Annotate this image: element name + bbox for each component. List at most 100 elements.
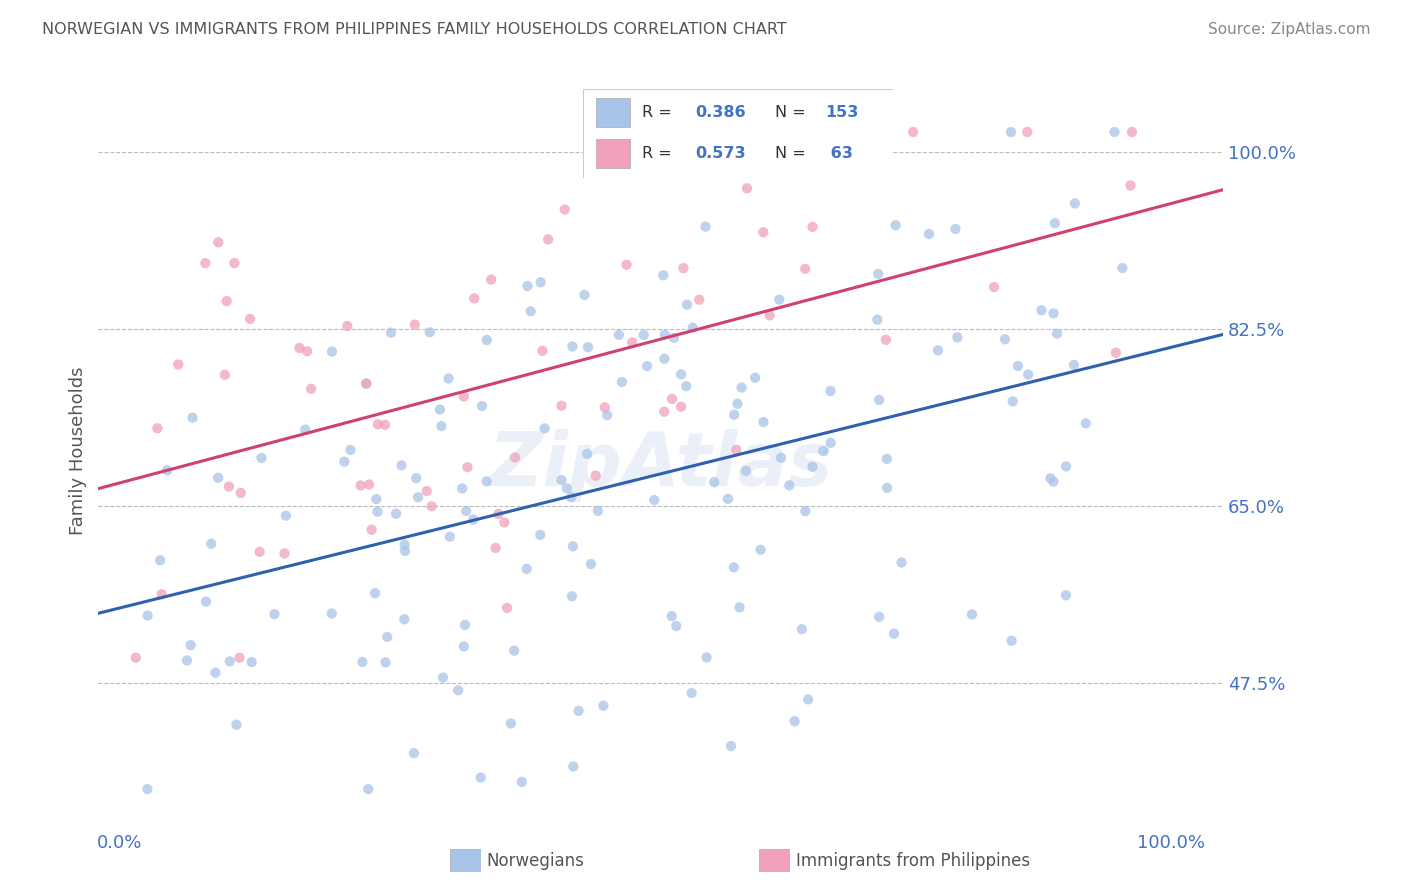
- Point: [484, 541, 506, 555]
- Point: [516, 562, 538, 576]
- Point: [703, 475, 725, 490]
- Point: [204, 665, 226, 680]
- Point: [156, 463, 179, 477]
- Text: 0.386: 0.386: [695, 105, 745, 120]
- Point: [555, 481, 578, 495]
- Point: [200, 537, 222, 551]
- Point: [503, 643, 526, 657]
- Point: [224, 256, 246, 270]
- Point: [321, 607, 343, 621]
- Text: R =: R =: [643, 146, 678, 161]
- Point: [375, 630, 398, 644]
- Text: 63: 63: [825, 146, 852, 161]
- Y-axis label: Family Households: Family Households: [69, 367, 87, 534]
- Point: [652, 268, 675, 283]
- FancyBboxPatch shape: [583, 89, 893, 178]
- Point: [354, 376, 377, 391]
- Point: [529, 528, 551, 542]
- Point: [734, 464, 756, 478]
- Point: [463, 292, 485, 306]
- Point: [696, 650, 718, 665]
- Point: [876, 451, 898, 466]
- Point: [820, 435, 842, 450]
- Point: [181, 410, 204, 425]
- Point: [207, 471, 229, 485]
- Point: [1111, 261, 1133, 276]
- Point: [429, 402, 451, 417]
- Point: [288, 341, 311, 355]
- Point: [454, 618, 477, 632]
- Point: [394, 612, 416, 626]
- Point: [725, 397, 748, 411]
- Point: [167, 358, 190, 372]
- Point: [1001, 394, 1024, 409]
- Point: [1105, 345, 1128, 359]
- Point: [530, 275, 553, 289]
- Point: [1000, 633, 1022, 648]
- Text: R =: R =: [643, 105, 678, 120]
- Point: [579, 557, 602, 571]
- Point: [239, 312, 262, 326]
- Point: [1104, 125, 1126, 139]
- Point: [794, 261, 817, 276]
- Point: [794, 504, 817, 518]
- Point: [749, 542, 772, 557]
- Text: N =: N =: [775, 105, 811, 120]
- Point: [801, 219, 824, 234]
- Point: [744, 370, 766, 384]
- Point: [364, 586, 387, 600]
- Point: [675, 379, 697, 393]
- Point: [654, 351, 676, 366]
- Point: [366, 492, 388, 507]
- Point: [333, 455, 356, 469]
- Point: [876, 481, 898, 495]
- Point: [927, 343, 949, 358]
- Point: [1074, 417, 1097, 431]
- Point: [470, 771, 492, 785]
- Point: [758, 308, 780, 322]
- Point: [374, 656, 396, 670]
- Point: [592, 698, 614, 713]
- Point: [499, 716, 522, 731]
- Point: [725, 442, 748, 457]
- Point: [586, 504, 609, 518]
- Point: [1054, 588, 1077, 602]
- Point: [682, 320, 704, 334]
- Point: [868, 392, 890, 407]
- Point: [994, 332, 1017, 346]
- Point: [356, 376, 378, 391]
- Point: [554, 202, 576, 217]
- Point: [451, 482, 474, 496]
- Point: [437, 371, 460, 385]
- Point: [391, 458, 413, 473]
- Point: [868, 267, 890, 281]
- Point: [494, 516, 516, 530]
- Point: [367, 417, 389, 432]
- Point: [503, 450, 526, 465]
- Point: [250, 450, 273, 465]
- Point: [643, 493, 665, 508]
- Point: [207, 235, 229, 250]
- Point: [633, 328, 655, 343]
- Point: [607, 327, 630, 342]
- Point: [229, 486, 252, 500]
- Point: [636, 359, 658, 373]
- Point: [665, 619, 688, 633]
- Point: [453, 390, 475, 404]
- Point: [263, 607, 285, 622]
- Point: [568, 704, 591, 718]
- Point: [215, 294, 238, 309]
- Point: [176, 653, 198, 667]
- Point: [918, 227, 941, 241]
- Point: [430, 419, 453, 434]
- Point: [146, 421, 169, 435]
- Point: [516, 279, 538, 293]
- Point: [475, 475, 498, 489]
- Point: [405, 471, 427, 485]
- Point: [752, 415, 775, 429]
- Point: [225, 717, 247, 731]
- Point: [983, 280, 1005, 294]
- Point: [150, 587, 173, 601]
- Point: [519, 304, 541, 318]
- Point: [394, 538, 416, 552]
